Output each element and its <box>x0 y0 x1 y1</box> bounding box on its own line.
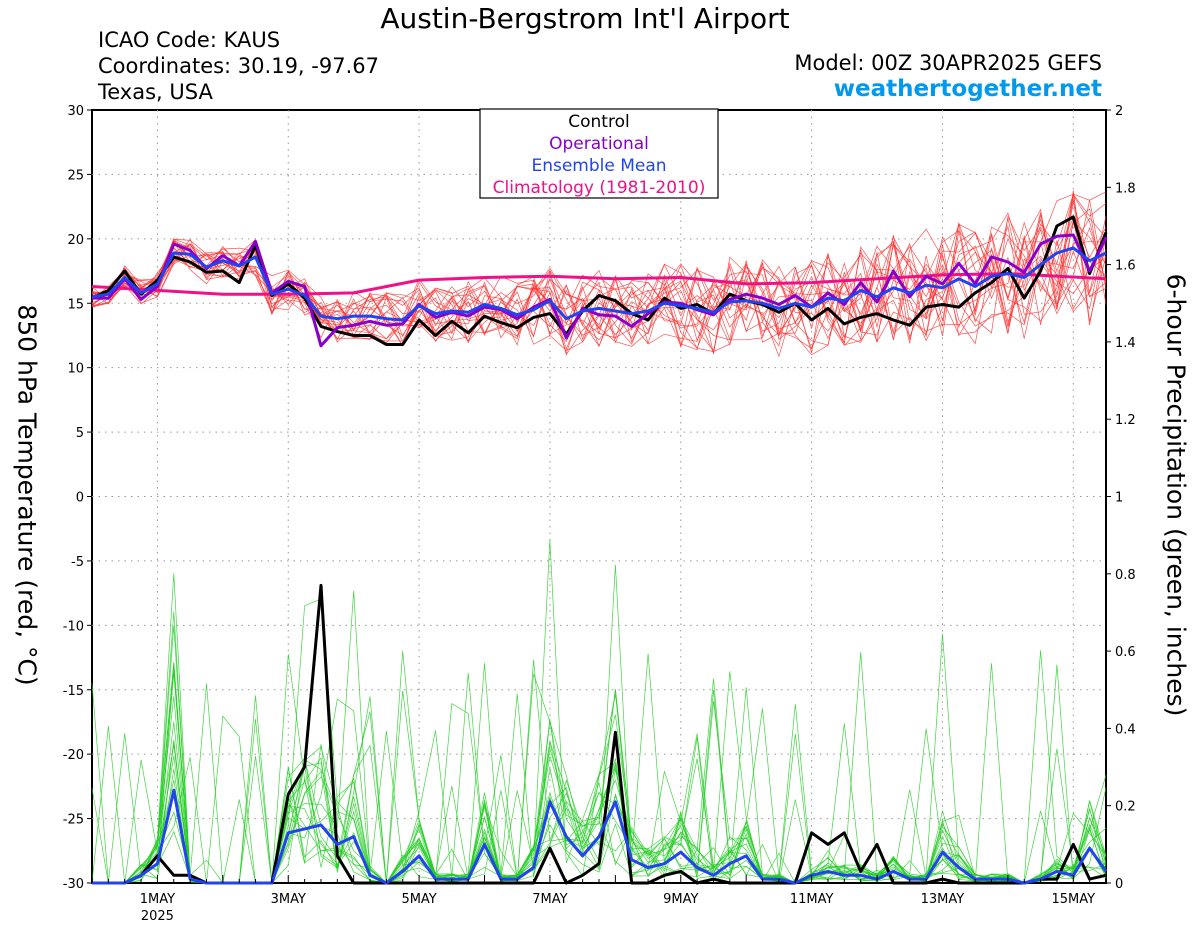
region: Texas, USA <box>98 80 213 104</box>
model-run: Model: 00Z 30APR2025 GEFS <box>794 51 1102 75</box>
y2-tick-label: 0 <box>1115 877 1123 892</box>
legend-entry: Ensemble Mean <box>531 156 666 176</box>
x-tick-label: 3MAY <box>271 892 306 907</box>
y2-tick-label: 1.8 <box>1115 181 1136 196</box>
x-tick-label: 9MAY <box>663 892 698 907</box>
climatology-1981-2010-temp-line <box>91 272 1107 296</box>
y-tick-label: -10 <box>63 619 84 634</box>
legend-entry: Control <box>568 112 629 132</box>
x-tick-label: 15MAY <box>1051 892 1095 907</box>
y2-tick-label: 0.8 <box>1115 568 1136 583</box>
x-tick-label: 1MAY <box>140 892 175 907</box>
coordinates: Coordinates: 30.19, -97.67 <box>98 54 379 78</box>
precip-member-line <box>92 663 1107 884</box>
grid <box>92 110 1106 883</box>
x-tick-sublabel: 2025 <box>141 909 174 924</box>
legend-box <box>479 108 719 199</box>
y-tick-label: -20 <box>63 748 84 763</box>
ensemble-mean-temp-line <box>91 246 1107 322</box>
y2-tick-label: 0.4 <box>1115 722 1136 737</box>
legend-entry: Climatology (1981-2010) <box>493 178 706 198</box>
y2-tick-label: 1.2 <box>1115 413 1136 428</box>
site-link[interactable]: weathertogether.net <box>833 76 1102 102</box>
temp-member-line <box>91 226 1107 349</box>
y2-tick-label: 2 <box>1115 104 1123 119</box>
y-tick-label: 0 <box>76 491 84 506</box>
temp-member-line <box>91 208 1107 351</box>
y2-tick-label: 1.4 <box>1115 336 1136 351</box>
operational-temp-line <box>92 233 1108 348</box>
series-lines <box>91 215 1108 885</box>
precip-member-line <box>92 590 1107 884</box>
y-tick-label: 20 <box>67 233 84 248</box>
y-tick-label: 25 <box>67 168 84 183</box>
x-tick-label: 11MAY <box>790 892 834 907</box>
precip-member-line <box>92 665 1107 884</box>
y-tick-label: 5 <box>76 426 84 441</box>
x-tick-label: 7MAY <box>532 892 567 907</box>
precip-member-line <box>92 598 1107 884</box>
y2-tick-label: 1.6 <box>1115 259 1136 274</box>
x-tick-label: 5MAY <box>401 892 436 907</box>
axes: 302520151050-5-10-15-20-25-3021.81.61.41… <box>63 104 1136 924</box>
y-tick-label: 15 <box>67 297 84 312</box>
y2-tick-label: 0.2 <box>1115 800 1136 815</box>
y-tick-label: -30 <box>63 877 84 892</box>
temp-member-line <box>91 191 1107 346</box>
ensemble-mean-precip-line <box>92 788 1108 885</box>
y-tick-label: -15 <box>63 684 84 699</box>
y-tick-label: -25 <box>63 813 84 828</box>
y-tick-label: -5 <box>71 555 84 570</box>
icao-code: ICAO Code: KAUS <box>98 28 281 52</box>
temp-member-line <box>91 218 1107 352</box>
chart-title: Austin-Bergstrom Int'l Airport <box>380 2 790 35</box>
precip-member-line <box>92 662 1107 884</box>
y-tick-label: 30 <box>67 104 84 119</box>
y-tick-label: 10 <box>67 362 84 377</box>
precip-member-line <box>92 659 1107 884</box>
legend-entry: Operational <box>549 134 649 154</box>
x-tick-label: 13MAY <box>921 892 965 907</box>
y2-tick-label: 1 <box>1115 491 1123 506</box>
y2-tick-label: 0.6 <box>1115 645 1136 660</box>
